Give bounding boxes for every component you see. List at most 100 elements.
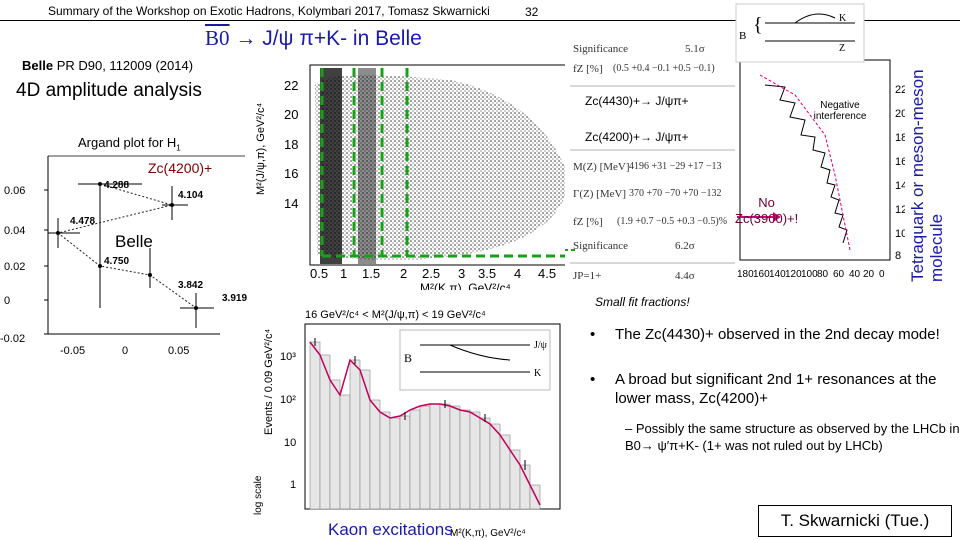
table-row-label: Significance: [573, 43, 628, 55]
dalitz-ytick-label: 20: [284, 107, 298, 122]
decay-b0-label: B: [739, 30, 746, 42]
lower-bar: [359, 369, 371, 510]
argand-ytick-label: 0.06: [4, 185, 25, 197]
bullet-item: The Zc(4430)+ observed in the 2nd decay …: [615, 326, 940, 343]
dalitz-ylabel: M²(J/ψ,π), GeV²/c⁴: [255, 102, 267, 195]
zc4430-label: Zc(4430)+→ J/ψπ+: [585, 94, 689, 108]
slide-title: B0 → J/ψ π+K- in Belle: [205, 26, 422, 51]
argand-point-label: 3.842: [178, 280, 203, 291]
reference: Belle PR D90, 112009 (2014): [22, 58, 193, 73]
lower-bar: [519, 464, 531, 510]
argand-ytick-label: 0.04: [4, 225, 25, 237]
projection-data: [759, 74, 851, 251]
argand-point: [170, 203, 174, 207]
projection-ytick-label: 8: [895, 250, 901, 262]
decay-diagram-frame: [735, 3, 865, 63]
argand-ytick-label: 0.02: [4, 261, 25, 273]
lower-bar: [409, 409, 421, 510]
title-b0: B0: [205, 26, 230, 50]
table-row-value: 5.1σ: [685, 43, 705, 55]
lower-plot-bars: [309, 341, 541, 510]
tetraquark-label: Tetraquark or meson-meson molecule: [908, 69, 946, 282]
results-table: Significance 5.1σ fZ [%] (0.5 +0.4 −0.1 …: [565, 38, 740, 293]
table-row-value: 4.4σ: [675, 270, 695, 282]
lower-bar: [469, 411, 481, 510]
table-row-label: fZ [%]: [573, 216, 603, 228]
lower-bar: [369, 399, 381, 510]
dalitz-xlabel: M²(K,π), GeV²/c⁴: [420, 281, 511, 290]
argand-title-text: Argand plot for H: [78, 135, 177, 150]
author-box: T. Skwarnicki (Tue.): [758, 505, 952, 537]
reference-citation: PR D90, 112009 (2014): [53, 58, 194, 73]
dalitz-xtick-label: 4: [514, 266, 521, 281]
dalitz-xtick-label: 1: [340, 266, 347, 281]
lower-plot-points: [314, 338, 526, 470]
lower-bar: [499, 434, 511, 510]
table-row-value: (1.9 +0.7 −0.5 +0.3 −0.5)%: [617, 216, 728, 227]
projection-ytick-label: 16: [895, 156, 905, 168]
lower-ytick-label: 10: [284, 437, 296, 449]
no-zc-arrowhead: [773, 212, 781, 222]
table-row-label: M(Z) [MeV]: [573, 161, 630, 173]
table-row-label: JP=1+: [573, 270, 602, 282]
lower-bar: [529, 484, 541, 510]
inset-jpsi-label: J/ψ: [534, 340, 548, 351]
argand-ytick-label: -0.02: [0, 333, 25, 345]
table-row-label: Significance: [573, 240, 628, 252]
lower-ytick-label: 10²: [280, 394, 296, 406]
no-zc-line2: Zc(3900)+!: [735, 211, 799, 226]
argand-point: [98, 264, 102, 268]
lower-plot-ylabel: Events / 0.09 GeV²/c⁴: [263, 328, 275, 435]
lower-bar: [489, 423, 501, 510]
lower-plot: 16 GeV²/c⁴ < M²(J/ψ,π) < 19 GeV²/c⁴: [280, 309, 561, 539]
dalitz-ytick-label: 16: [284, 166, 298, 181]
lower-ytick-label: 1: [290, 479, 296, 491]
projection-xtick-label: 40: [849, 269, 861, 280]
log-scale-label: log scale: [253, 475, 264, 515]
lower-bar: [429, 403, 441, 510]
lower-bar: [459, 409, 471, 510]
argand-point: [148, 273, 152, 277]
argand-point-label: 4.478: [70, 216, 95, 227]
projection-xtick-label: 100: [801, 269, 818, 280]
projection-ytick-label: 18: [895, 132, 905, 144]
projection-frame: [739, 59, 891, 261]
lower-bar: [329, 379, 341, 510]
dalitz-xtick-label: 3: [458, 266, 465, 281]
no-zc-label: No Zc(3900)+!: [735, 195, 798, 227]
argand-ytick-label: 0: [4, 295, 10, 307]
projection-plot: 22 20 18 16 14 12 10 8 180 160 140 120 1…: [737, 59, 905, 280]
dalitz-cuts: [320, 68, 565, 258]
lower-bar: [419, 405, 431, 510]
reference-experiment: Belle: [22, 58, 54, 73]
argand-title-sub: 1: [176, 143, 181, 153]
lower-bar: [309, 341, 321, 510]
argand-point-label: 4.104: [178, 190, 203, 201]
negative-interference-label: Negative interference: [813, 100, 867, 122]
no-zc-line1: No: [758, 195, 775, 210]
small-fit-note: Small fit fractions!: [595, 295, 690, 309]
lower-bar: [349, 359, 361, 510]
argand-point-label: 4.288: [104, 180, 129, 191]
projection-xtick-label: 20: [863, 269, 875, 280]
bullet-marker: •: [590, 326, 596, 343]
inset-b-label: B: [404, 351, 412, 365]
projection-histogram: [764, 84, 848, 244]
projection-xtick-label: 140: [769, 269, 786, 280]
inset-k-label: K: [534, 368, 542, 379]
analysis-label: 4D amplitude analysis: [16, 80, 202, 101]
table-dividers: [565, 85, 735, 264]
title-rest: → J/ψ π+K- in Belle: [235, 27, 422, 50]
argand-title: Argand plot for H1: [78, 135, 181, 153]
dalitz-xtick-label: 2: [400, 266, 407, 281]
argand-plot: 4.288 4.104 4.478 4.750 3.842 3.919 0.06…: [0, 155, 247, 357]
projection-fit: [759, 74, 851, 251]
projection-ytick-label: 14: [895, 180, 905, 192]
sub-bullet: – Possibly the same structure as observe…: [625, 421, 960, 453]
inset-w-line: [449, 344, 511, 361]
lower-plot-inset: [399, 329, 551, 391]
dalitz-kstar-band: [320, 68, 342, 264]
table-row-value: 4196 +31 −29 +17 −13: [629, 161, 722, 172]
lower-bar: [389, 417, 401, 510]
lower-plot-xlabel: M²(K,π), GeV²/c⁴: [450, 528, 526, 539]
